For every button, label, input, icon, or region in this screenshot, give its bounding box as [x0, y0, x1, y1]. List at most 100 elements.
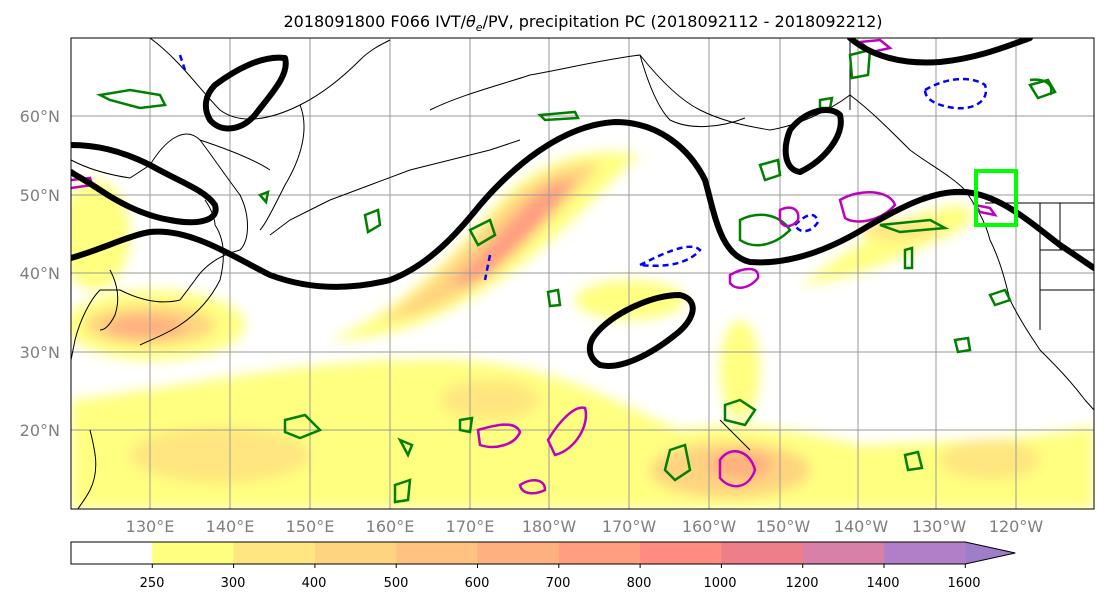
theta-e-contour: [903, 450, 924, 472]
colorbar-cells: [71, 542, 1016, 564]
coastline-okhotsk: [199, 139, 271, 171]
theta-e-contour: [663, 443, 692, 482]
lon-label: 170°E: [446, 517, 495, 536]
ivt-subtropical-core: [130, 427, 310, 483]
colorbar-ticks: [151, 564, 966, 568]
pv-closed-low-alaska: [782, 107, 844, 175]
theta-e-contour: [758, 158, 782, 182]
colorbar-cell: [314, 542, 397, 564]
ivt-central-pacific: [575, 280, 685, 320]
colorbar: 250 300 400 500 600 700 800 1000 1200 14…: [70, 541, 1016, 591]
map-frame: [70, 37, 1095, 510]
lon-label: 130°W: [912, 517, 967, 536]
pv-anomaly-contour: [718, 450, 757, 488]
coastline-asia-north: [149, 38, 391, 120]
negative-contours: [178, 54, 988, 281]
theta-e-contour: [953, 336, 972, 354]
lon-label: 130°E: [126, 517, 175, 536]
theta-e-contour: [96, 88, 167, 110]
lon-label: 140°W: [834, 517, 889, 536]
pv-cutoff-asia: [202, 54, 289, 132]
pv-cutoff-low: [71, 142, 219, 226]
ivt-subtropical-core: [940, 440, 1040, 480]
colorbar-label: 500: [384, 576, 409, 591]
colorbar-label: 1000: [703, 576, 736, 591]
negative-contour: [635, 245, 702, 267]
lon-label: 170°W: [602, 517, 657, 536]
colorbar-label: 300: [221, 576, 246, 591]
theta-e-contour: [848, 48, 872, 80]
lat-label: 30°N: [20, 343, 60, 362]
longitude-labels: 130°E 140°E 150°E 160°E 170°E 180°W 170°…: [126, 517, 1044, 536]
ivt-atmospheric-river: [450, 179, 575, 286]
colorbar-cell: [152, 542, 235, 564]
theta-e-contour: [723, 398, 757, 427]
coastline-alaska: [429, 38, 851, 131]
negative-contour: [483, 254, 492, 281]
theta-e-contour: [1029, 78, 1053, 96]
ivt-subtropical-band: [71, 359, 1094, 509]
lat-label: 60°N: [20, 107, 60, 126]
pv-anomaly-contours: [71, 38, 998, 495]
pv-anomaly-contour: [728, 267, 760, 289]
coastline-aleutians: [329, 139, 521, 201]
colorbar-frame: [70, 541, 1016, 565]
colorbar-label: 1200: [785, 576, 818, 591]
lon-label: 150°E: [286, 517, 335, 536]
pv-anomaly-contour: [838, 190, 897, 223]
lat-label: 20°N: [20, 421, 60, 440]
theta-e-contour: [738, 213, 792, 247]
colorbar-label: 1400: [866, 576, 899, 591]
theta-e-contour: [458, 416, 474, 434]
colorbar-cell: [477, 542, 560, 564]
theta-e-contour: [879, 218, 950, 234]
ivt-subtropical-core: [440, 380, 540, 420]
pv-closed-low: [586, 292, 696, 369]
theta-e-contour: [393, 478, 412, 504]
negative-contour: [923, 77, 988, 110]
coastline-kuril: [269, 199, 331, 236]
theta-e-contour: [283, 413, 323, 440]
graticule: [71, 38, 1094, 509]
lon-label: 160°W: [682, 517, 737, 536]
ivt-subtropical-core: [708, 451, 772, 479]
ivt-japan-plume: [105, 316, 185, 338]
ivt-central-pacific: [720, 320, 760, 420]
colorbar-cell: [71, 542, 153, 564]
ivt-asia-coast: [71, 180, 130, 290]
colorbar-cell: [233, 542, 316, 564]
pv-anomaly-contour: [972, 203, 998, 217]
negative-contour: [793, 213, 820, 233]
lat-label: 50°N: [20, 186, 60, 205]
colorbar-label: 400: [302, 576, 327, 591]
lon-label: 120°W: [989, 517, 1044, 536]
coastline-alaska-peninsula: [639, 54, 746, 128]
theta-e-contour: [988, 288, 1012, 307]
theta-e-contour: [546, 288, 562, 308]
figure-title: 2018091800 F066 IVT/θe/PV, precipitation…: [283, 12, 882, 34]
lon-label: 180°W: [522, 517, 577, 536]
colorbar-extend-arrow: [965, 542, 1016, 564]
pv-anomaly-contour: [778, 206, 800, 228]
theta-e-contour: [537, 110, 580, 122]
colorbar-label: 1600: [947, 576, 980, 591]
colorbar-labels: 250 300 400 500 600 700 800 1000 1200 14…: [140, 576, 981, 591]
colorbar-label: 250: [140, 576, 165, 591]
coastline-hawaii: [719, 419, 751, 451]
pv-north-arc: [847, 38, 1033, 66]
latitude-labels: 60°N 50°N 40°N 30°N 20°N: [20, 107, 60, 440]
colorbar-label: 700: [546, 576, 571, 591]
pv-anomaly-contour: [546, 406, 588, 457]
pv-main-contour: [71, 119, 1094, 290]
colorbar-cell: [396, 542, 479, 564]
theta-e-contour: [363, 208, 382, 234]
colorbar-cell: [802, 542, 885, 564]
colorbar-cell: [640, 542, 722, 564]
coastline-bc: [849, 94, 1094, 411]
coastline-korea: [99, 269, 119, 331]
colorbar-cell: [721, 542, 804, 564]
colorbar-cell: [558, 542, 641, 564]
pv-anomaly-contour: [476, 423, 522, 449]
lon-label: 150°W: [756, 517, 811, 536]
